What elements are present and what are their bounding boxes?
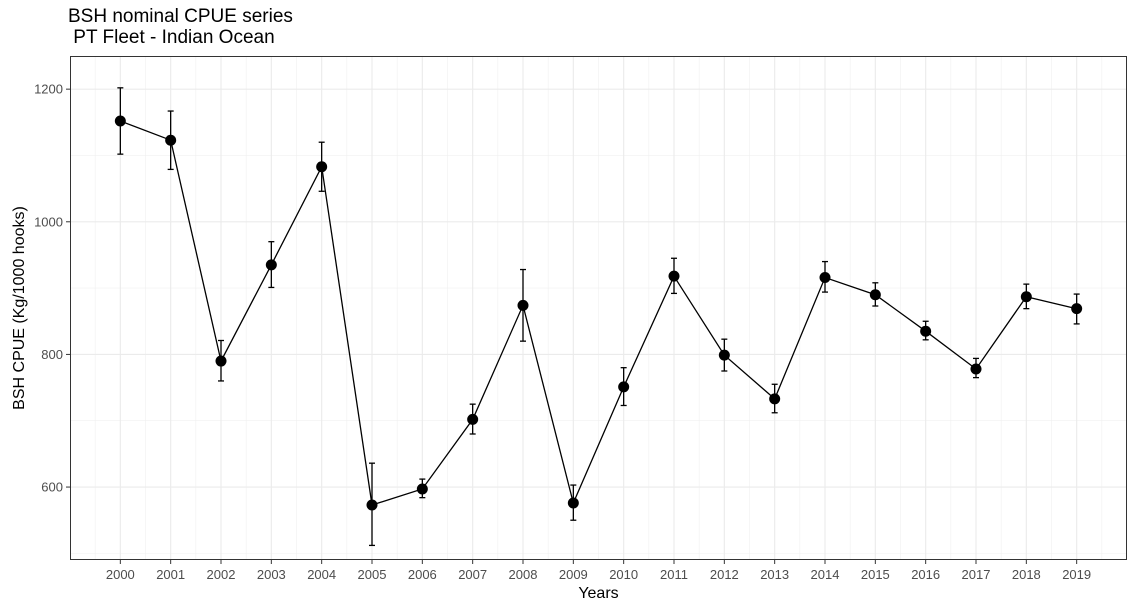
data-point xyxy=(517,299,529,311)
series-line xyxy=(120,120,1077,506)
x-tick-label: 2017 xyxy=(962,567,991,582)
x-tick-label: 2010 xyxy=(609,567,638,582)
x-tick-label: 2004 xyxy=(307,567,336,582)
x-tick-label: 2007 xyxy=(458,567,487,582)
data-point xyxy=(869,289,881,301)
data-point xyxy=(416,483,428,495)
x-tick-label: 2015 xyxy=(861,567,890,582)
grid-minor xyxy=(70,56,1127,560)
x-tick-label: 2003 xyxy=(257,567,286,582)
x-tick-label: 2006 xyxy=(408,567,437,582)
x-axis: 2000 2001 2002 2003 2004 2005 2006 2007 2008 2009… xyxy=(106,560,1091,582)
x-tick-label: 2005 xyxy=(358,567,387,582)
data-point xyxy=(366,499,378,511)
data-point xyxy=(215,355,227,367)
y-tick-label: 600 xyxy=(41,480,63,495)
x-tick-label: 2000 xyxy=(106,567,135,582)
data-point xyxy=(718,349,730,361)
x-tick-label: 2014 xyxy=(811,567,840,582)
data-points xyxy=(114,115,1083,511)
x-axis-title: Years xyxy=(578,585,618,602)
x-tick-label: 2011 xyxy=(660,567,688,582)
data-point xyxy=(1020,291,1032,303)
y-axis-title: BSH CPUE (Kg/1000 hooks) xyxy=(11,206,28,410)
data-point xyxy=(668,270,680,282)
data-point xyxy=(970,363,982,375)
data-point xyxy=(165,134,177,146)
x-tick-label: 2008 xyxy=(509,567,538,582)
data-point xyxy=(567,497,579,509)
y-axis: 600 800 1000 1200 xyxy=(34,82,70,495)
x-tick-label: 2012 xyxy=(710,567,739,582)
x-tick-label: 2016 xyxy=(911,567,940,582)
data-point xyxy=(265,259,277,271)
x-tick-label: 2019 xyxy=(1062,567,1091,582)
y-tick-label: 800 xyxy=(41,347,63,362)
data-point xyxy=(1071,303,1083,315)
data-point xyxy=(467,413,479,425)
x-tick-label: 2013 xyxy=(760,567,789,582)
y-tick-label: 1200 xyxy=(34,82,63,97)
x-tick-label: 2002 xyxy=(207,567,236,582)
chart-title: BSH nominal CPUE series PT Fleet - India… xyxy=(68,6,293,48)
data-point xyxy=(769,393,781,405)
data-point xyxy=(819,271,831,283)
x-tick-label: 2018 xyxy=(1012,567,1041,582)
x-tick-label: 2001 xyxy=(156,567,185,582)
data-point xyxy=(316,161,328,173)
y-tick-label: 1000 xyxy=(34,214,63,229)
x-tick-label: 2009 xyxy=(559,567,588,582)
data-point xyxy=(618,381,630,393)
data-point xyxy=(920,325,932,337)
data-point xyxy=(114,115,126,127)
